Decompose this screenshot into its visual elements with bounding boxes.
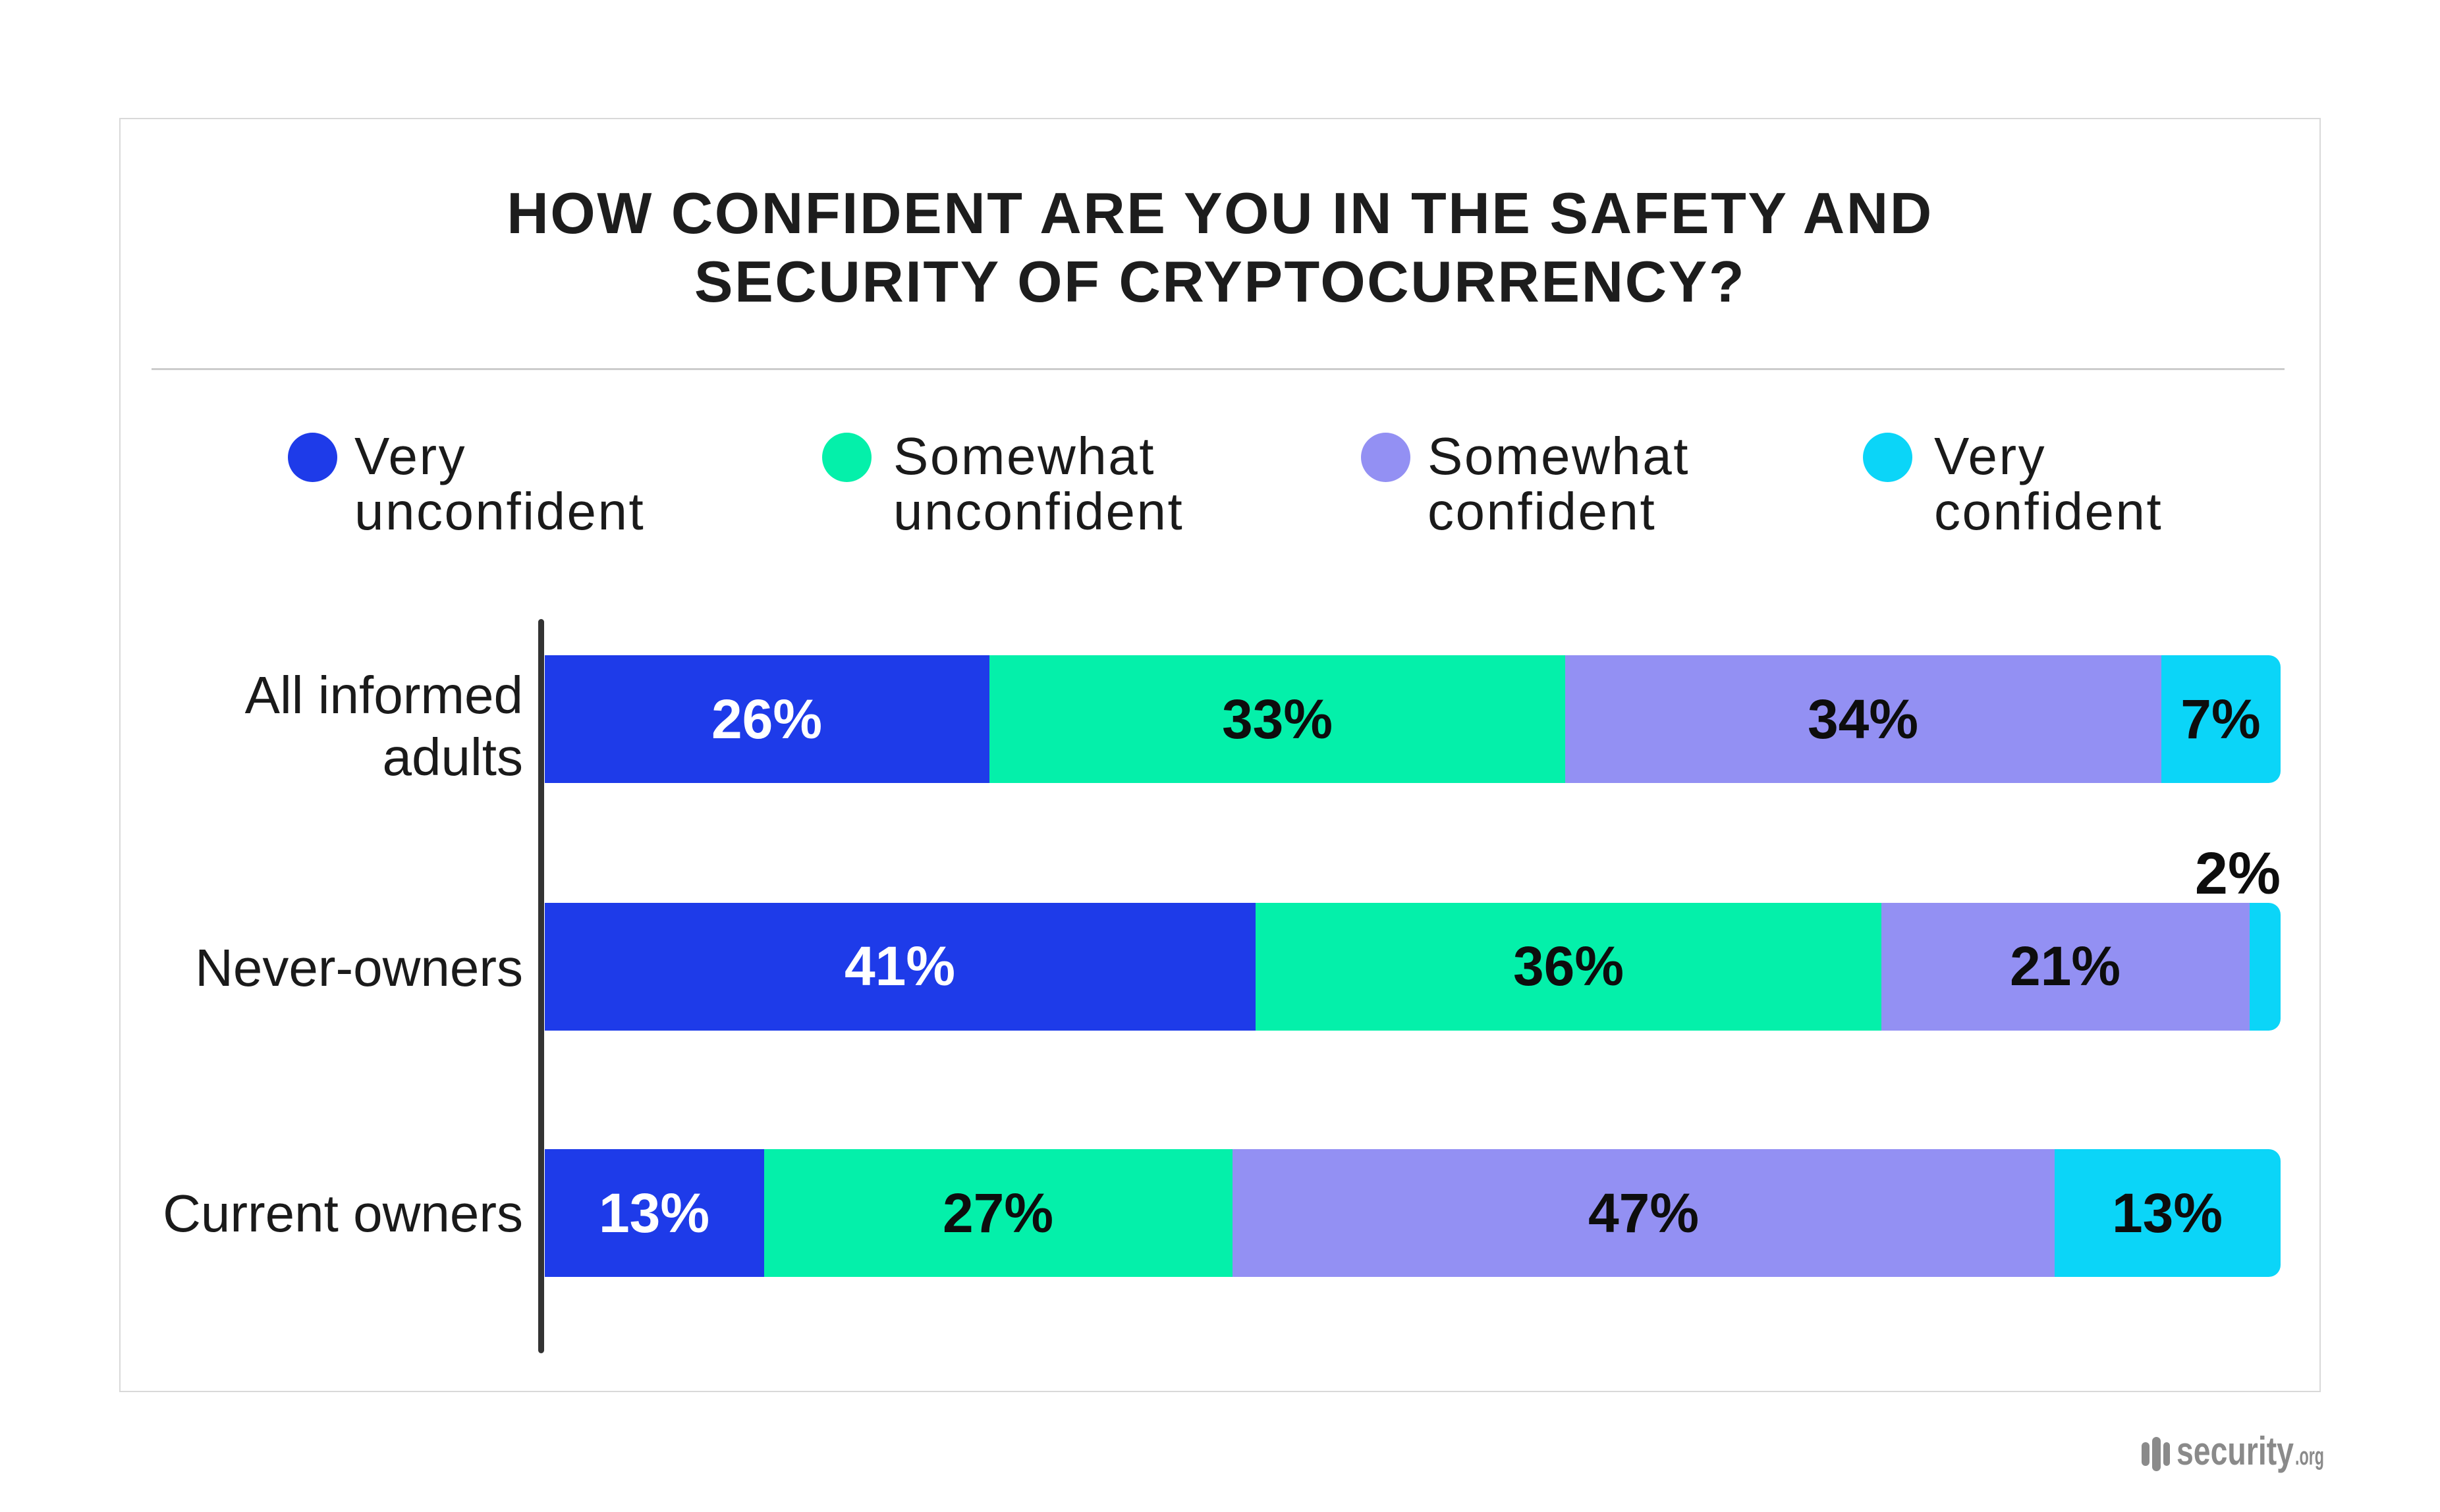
svg-text:.org: .org bbox=[2295, 1443, 2324, 1471]
svg-text:security: security bbox=[2177, 1434, 2294, 1473]
